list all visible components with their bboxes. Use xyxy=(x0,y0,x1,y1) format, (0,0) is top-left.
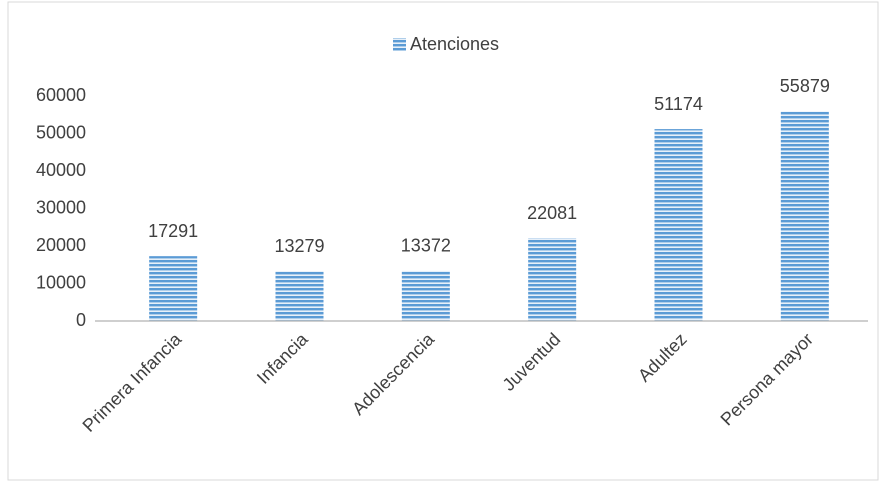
y-tick-label: 60000 xyxy=(36,85,86,105)
y-tick-label: 50000 xyxy=(36,122,86,142)
bar xyxy=(780,111,829,321)
bar xyxy=(528,238,577,321)
y-tick-label: 30000 xyxy=(36,197,86,217)
data-label: 17291 xyxy=(148,221,198,241)
data-label: 13372 xyxy=(401,236,451,256)
bar xyxy=(149,256,198,321)
data-label: 55879 xyxy=(780,76,830,96)
y-tick-label: 40000 xyxy=(36,160,86,180)
bar xyxy=(401,270,450,321)
y-tick-label: 10000 xyxy=(36,272,86,292)
data-label: 13279 xyxy=(274,236,324,256)
y-tick-label: 0 xyxy=(76,310,86,330)
bar xyxy=(275,271,324,321)
data-label: 51174 xyxy=(654,94,703,114)
data-label: 22081 xyxy=(527,203,577,223)
y-tick-label: 20000 xyxy=(36,235,86,255)
bar xyxy=(654,129,703,321)
legend-label: Atenciones xyxy=(410,34,499,54)
legend-swatch xyxy=(393,38,406,51)
chart-frame xyxy=(7,1,879,481)
